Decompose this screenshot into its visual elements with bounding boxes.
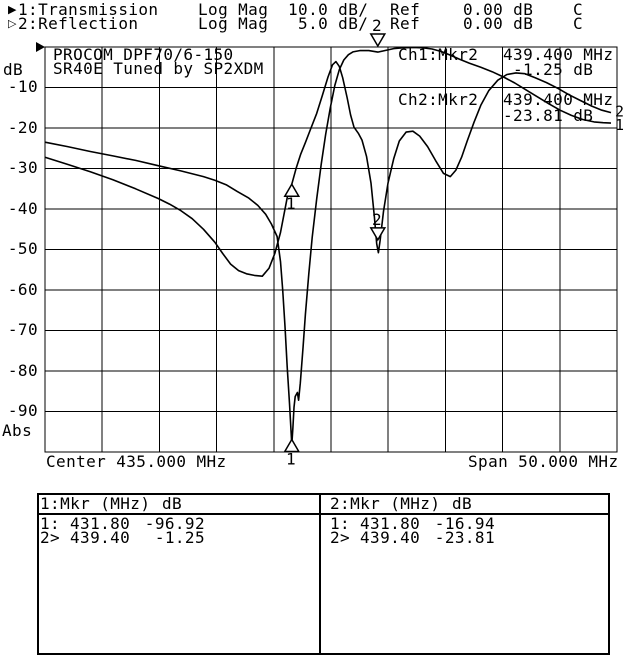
ch1-marker-value: -1.25 dB xyxy=(513,60,594,79)
ch1-active-marker-icon: ▶ xyxy=(8,3,17,16)
y-tick--40: -40 xyxy=(7,199,38,218)
ch1-ref-value: 0.00 dB xyxy=(463,0,534,19)
table2-row2-idx: 2> xyxy=(330,528,351,547)
x-axis-span-label: Span 50.000 MHz xyxy=(468,452,619,471)
ch1-coupled-flag: C xyxy=(573,0,584,19)
trace-2-reflection xyxy=(44,60,612,278)
table2-row1-value: -16.94 xyxy=(434,514,495,533)
y-tick--80: -80 xyxy=(7,361,38,380)
table2-row1-freq: 431.80 xyxy=(360,514,421,533)
ch1-format: Log Mag xyxy=(198,0,269,19)
ch2-format: Log Mag xyxy=(198,14,269,33)
x-axis-center-label: Center 435.000 MHz xyxy=(46,452,227,471)
table2-row1-idx: 1: xyxy=(330,514,351,533)
table1-row1-value: -96.92 xyxy=(144,514,205,533)
y-tick--90: -90 xyxy=(7,401,38,420)
y-tick--50: -50 xyxy=(7,239,38,258)
marker-1-trace1-icon xyxy=(283,438,301,453)
ch2-marker-freq: 439.400 MHz xyxy=(503,90,614,109)
y-tick--10: -10 xyxy=(7,77,38,96)
marker-2-trace1-label: 2 xyxy=(372,16,382,35)
y-axis-unit: dB xyxy=(3,60,24,79)
ch1-ref-label: Ref xyxy=(390,0,421,19)
ch1-marker-readout-label: Ch1:Mkr2 xyxy=(398,45,479,64)
ch2-trace-label: 2:Reflection xyxy=(18,14,139,33)
trace-1-end-label: 1 xyxy=(615,116,624,134)
trace-2-end-label: 2 xyxy=(615,103,624,121)
marker-table-divider xyxy=(319,493,321,653)
table2-row2-value: -23.81 xyxy=(434,528,495,547)
y-tick--20: -20 xyxy=(7,118,38,137)
marker-1-trace2-label: 1 xyxy=(286,194,296,213)
marker-2-trace1-icon xyxy=(369,33,387,48)
table1-header: 1:Mkr (MHz) xyxy=(40,494,151,513)
ch1-trace-label: 1:Transmission xyxy=(18,0,159,19)
ch1-scale: 10.0 dB/ xyxy=(288,0,369,19)
ch2-coupled-flag: C xyxy=(573,14,584,33)
table1-row1-idx: 1: xyxy=(40,514,61,533)
ch2-scale: 5.0 dB/ xyxy=(288,14,369,33)
table2-row2-freq: 439.40 xyxy=(360,528,421,547)
y-tick--30: -30 xyxy=(7,158,38,177)
marker-table xyxy=(37,493,610,655)
y-axis-bottom-label: Abs xyxy=(2,421,33,440)
marker-2-trace2-icon xyxy=(369,227,387,242)
device-title: PROCOM DPF70/6-150 xyxy=(53,45,234,64)
ch2-ref-label: Ref xyxy=(390,14,421,33)
ch2-marker-readout-label: Ch2:Mkr2 xyxy=(398,90,479,109)
trace-1-transmission xyxy=(44,46,612,446)
device-subtitle: SR40E Tuned by SP2XDM xyxy=(53,59,264,78)
table2-header-unit: dB xyxy=(452,494,473,513)
table1-row2-freq: 439.40 xyxy=(70,528,131,547)
ch2-marker-arrow-icon: ▷ xyxy=(8,17,17,30)
y-tick--70: -70 xyxy=(7,320,38,339)
ch2-ref-value: 0.00 dB xyxy=(463,14,534,33)
y-tick--60: -60 xyxy=(7,280,38,299)
marker-1-trace2-icon xyxy=(283,182,301,197)
marker-table-header-separator xyxy=(37,513,610,515)
ch1-marker-freq: 439.400 MHz xyxy=(503,45,614,64)
table1-header-unit: dB xyxy=(162,494,183,513)
ch2-marker-value: -23.81 dB xyxy=(503,106,594,125)
table1-row2-value: -1.25 xyxy=(154,528,205,547)
ref-level-arrow-icon xyxy=(36,42,45,52)
marker-1-trace1-label: 1 xyxy=(286,450,296,469)
table2-header: 2:Mkr (MHz) xyxy=(330,494,441,513)
table1-row1-freq: 431.80 xyxy=(70,514,131,533)
table1-row2-idx: 2> xyxy=(40,528,61,547)
marker-2-trace2-label: 2 xyxy=(372,210,382,229)
